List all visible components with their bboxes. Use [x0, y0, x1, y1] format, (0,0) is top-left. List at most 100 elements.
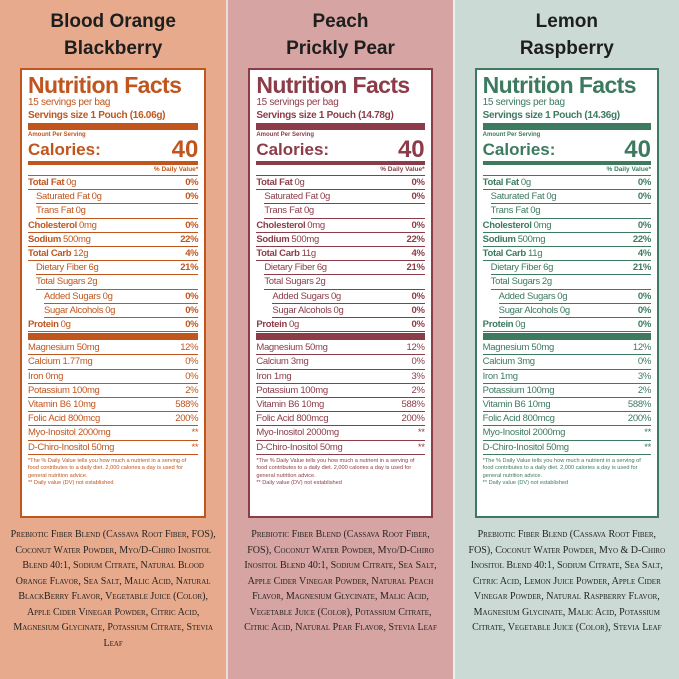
- calories-value: 40: [397, 136, 425, 163]
- nutrient-name: Total Carb 12g: [28, 247, 89, 260]
- mineral-row: Magnesium 50mg 12%: [256, 341, 425, 356]
- nutrient-row: Dietary Fiber 6g 21%: [490, 261, 651, 276]
- product-column: Peach Prickly Pear Nutrition Facts 15 servi…: [226, 0, 453, 679]
- nutrient-row: Total Carb 11g 4%: [256, 247, 425, 262]
- mineral-label: Folic Acid 800mcg: [256, 413, 329, 425]
- mineral-label: Folic Acid 800mcg: [28, 413, 100, 425]
- nutrient-name: Cholesterol 0mg: [28, 219, 97, 232]
- daily-value: 3%: [411, 370, 425, 382]
- daily-value: 21%: [406, 262, 425, 274]
- daily-value: 0%: [637, 191, 651, 203]
- nutrient-label: Total Carb: [256, 248, 300, 260]
- daily-value: 0%: [411, 219, 425, 231]
- daily-value: 22%: [180, 233, 199, 245]
- thick-bar: [28, 123, 199, 130]
- mineral-label: Calcium 1.77mg: [28, 356, 93, 368]
- nutrient-name: Dietary Fiber 6g: [264, 261, 327, 274]
- nutrient-amount: 0g: [303, 205, 314, 217]
- daily-value: 12%: [632, 342, 651, 354]
- nutrient-row: Trans Fat 0g: [264, 204, 425, 219]
- mineral-row: Magnesium 50mg 12%: [482, 341, 651, 356]
- footnote: ** Daily value (DV) not established: [482, 480, 569, 487]
- nutrient-name: Cholesterol 0mg: [483, 219, 552, 232]
- nutrient-amount: 0g: [288, 319, 299, 331]
- mineral-label: Myo-Inositol 2000mg: [482, 427, 566, 439]
- nutrient-name: Saturated Fat 0g: [36, 190, 102, 203]
- daily-value: **: [644, 441, 651, 453]
- daily-value: 0%: [637, 177, 651, 188]
- nutrient-row: Sodium 500mg 22%: [482, 233, 651, 248]
- nutrient-row: Total Carb 11g 4%: [482, 247, 651, 262]
- serving-size: Servings size 1 Pouch (14.36g): [482, 110, 620, 121]
- nutrient-amount: 12g: [73, 248, 89, 260]
- title-line: Prickly Pear: [286, 38, 395, 59]
- daily-value: 0%: [185, 219, 199, 231]
- nutrient-name: Total Carb 11g: [256, 247, 316, 260]
- nutrient-amount: 11g: [527, 248, 543, 260]
- nutrient-name: Dietary Fiber 6g: [491, 261, 554, 274]
- daily-value: 0%: [185, 319, 199, 331]
- mineral-label: Potassium 100mg: [256, 384, 328, 396]
- daily-value: 0%: [185, 177, 199, 188]
- nutrient-amount: 11g: [301, 248, 317, 260]
- title-line: Blackberry: [64, 38, 163, 59]
- daily-value: 22%: [632, 233, 651, 245]
- nutrient-label: Cholesterol: [28, 219, 77, 231]
- nutrient-name: Added Sugars 0g: [499, 290, 568, 303]
- nutrient-label: Dietary Fiber: [264, 262, 315, 274]
- serving-size: Servings size 1 Pouch (16.06g): [28, 110, 166, 121]
- nutrient-amount: 0mg: [533, 219, 552, 231]
- daily-value: **: [417, 441, 425, 453]
- nutrient-name: Trans Fat 0g: [264, 204, 314, 217]
- daily-value: 21%: [632, 262, 651, 274]
- mineral-row: Potassium 100mg 2%: [482, 384, 651, 399]
- daily-value: 588%: [401, 399, 425, 411]
- nutrient-amount: 0g: [102, 290, 113, 302]
- title-line: Peach: [312, 11, 369, 32]
- mineral-row: Calcium 3mg 0%: [256, 355, 425, 370]
- nutrient-amount: 0g: [320, 191, 330, 203]
- nutrient-label: Sugar Alcohols: [272, 304, 332, 316]
- nutrient-label: Dietary Fiber: [36, 262, 87, 274]
- servings: 15 servings per bag: [256, 97, 339, 108]
- nutrient-name: Sugar Alcohols 0g: [272, 304, 343, 317]
- nutrient-row: Total Fat 0g 0%: [28, 176, 199, 191]
- nutrient-name: Trans Fat 0g: [36, 204, 86, 217]
- nutrient-label: Protein: [28, 319, 59, 331]
- nutrient-label: Sodium: [482, 233, 516, 245]
- nutrient-row: Added Sugars 0g 0%: [272, 290, 425, 304]
- nutrient-row: Trans Fat 0g: [490, 204, 651, 219]
- product-title: Blood Orange Blackberry: [0, 8, 226, 62]
- nutrient-row: Sodium 500mg 22%: [256, 233, 425, 248]
- nutrient-name: Total Fat 0g: [256, 176, 304, 189]
- daily-value: 0%: [411, 191, 425, 203]
- nutrient-label: Total Carb: [482, 248, 527, 260]
- title-line: Lemon: [535, 11, 598, 32]
- nutrient-name: Sodium 500mg: [256, 233, 319, 246]
- daily-value: 12%: [180, 342, 199, 354]
- nutrient-amount: 500mg: [291, 233, 319, 245]
- nutrient-amount: 0g: [60, 319, 71, 331]
- nutrient-label: Sugar Alcohols: [44, 304, 104, 316]
- nutrient-amount: 2g: [315, 276, 326, 288]
- nutrient-row: Protein 0g 0%: [256, 318, 425, 333]
- amount-per-serving: Amount Per Serving: [482, 132, 541, 138]
- product-column: Blood Orange Blackberry Nutrition Facts 15 …: [0, 0, 227, 679]
- amount-per-serving: Amount Per Serving: [256, 132, 315, 138]
- mineral-row: Calcium 3mg 0%: [482, 355, 651, 370]
- nutrient-name: Total Sugars 2g: [491, 275, 552, 288]
- nutrient-amount: 2g: [87, 276, 98, 288]
- mineral-row: Folic Acid 800mcg 200%: [28, 412, 199, 427]
- nutrient-row: Cholesterol 0mg 0%: [28, 219, 199, 233]
- nutrient-name: Added Sugars 0g: [272, 290, 341, 303]
- product-title: Peach Prickly Pear: [228, 8, 452, 62]
- calories-row: Calories: 40: [256, 136, 425, 165]
- mineral-row: Vitamin B6 10mg 588%: [28, 398, 199, 413]
- mineral-label: Iron 1mg: [482, 370, 518, 382]
- mineral-label: Potassium 100mg: [482, 384, 555, 396]
- nutrient-label: Cholesterol: [482, 219, 532, 231]
- nutrient-name: Cholesterol 0mg: [256, 219, 325, 232]
- nutrition-panel: Nutrition Facts 15 servings per bag Servin…: [248, 68, 433, 518]
- nutrient-name: Saturated Fat 0g: [264, 190, 330, 203]
- nutrient-row: Total Sugars 2g: [36, 275, 199, 290]
